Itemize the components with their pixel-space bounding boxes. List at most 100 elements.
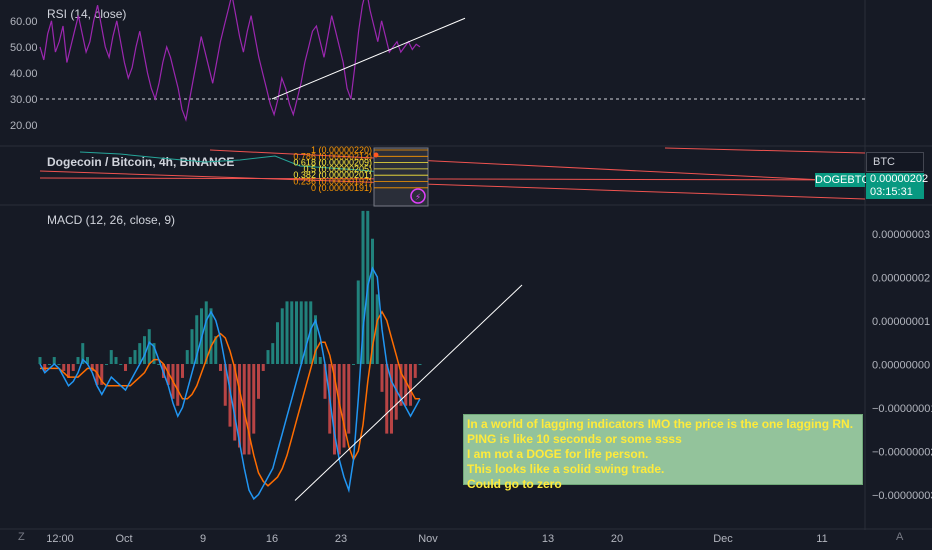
alert-icon[interactable] <box>410 188 426 204</box>
fib-level-label: 0 (0.00000191) <box>311 183 372 193</box>
macd-tick-label: 0.00000003 <box>872 229 930 241</box>
price-trendline[interactable] <box>664 147 866 154</box>
rsi-price-scale[interactable]: 60.00 50.00 40.00 30.00 20.00 <box>10 16 38 132</box>
histogram-bar <box>375 294 379 364</box>
time-tick-label: 11 <box>816 533 827 545</box>
time-tick-label: 20 <box>611 533 623 545</box>
rsi-title[interactable]: RSI (14, close) <box>47 7 126 21</box>
histogram-bar <box>394 364 398 420</box>
last-price: 0.00000202 <box>870 173 929 185</box>
fib-anchor-dot[interactable] <box>373 152 379 158</box>
histogram-bar <box>252 364 256 434</box>
histogram-bar <box>290 301 294 364</box>
histogram-bar <box>223 364 227 406</box>
histogram-bar <box>214 336 218 364</box>
note-line: This looks like a solid swing trade. <box>467 462 665 476</box>
fib-levels[interactable]: 1 (0.00000220)0.786 (0.00000213)0.618 (0… <box>293 145 428 193</box>
histogram-bar <box>109 350 113 364</box>
macd-title[interactable]: MACD (12, 26, close, 9) <box>47 213 175 227</box>
last-price-label: 0.00000202 03:15:31 <box>866 173 929 199</box>
histogram-bar <box>304 301 308 364</box>
rsi-tick-label: 30.00 <box>10 94 38 106</box>
histogram-bar <box>276 322 279 364</box>
rsi-tick-label: 60.00 <box>10 16 38 28</box>
histogram-bar <box>228 364 232 427</box>
signal-line <box>40 310 420 487</box>
histogram-bar <box>62 364 66 371</box>
price-trendline[interactable] <box>39 170 866 200</box>
histogram-bar <box>48 364 51 365</box>
rsi-line <box>39 0 421 123</box>
rsi-trendline[interactable] <box>271 17 466 100</box>
macd-line <box>39 266 421 501</box>
time-tick-label: Dec <box>713 533 733 545</box>
time-tick-label: Nov <box>418 533 438 545</box>
histogram-bar <box>323 364 327 399</box>
auto-scale-button[interactable]: A <box>896 531 904 543</box>
histogram-bar <box>76 357 80 364</box>
histogram-bar <box>418 364 422 365</box>
histogram-bar <box>195 315 199 364</box>
histogram-bar <box>280 308 284 364</box>
bar-countdown: 03:15:31 <box>870 186 913 198</box>
histogram-bar <box>204 301 208 364</box>
histogram-bar <box>67 364 70 378</box>
histogram-bar <box>143 336 146 364</box>
fib-level-label: 0.786 (0.00000213) <box>293 151 372 161</box>
histogram-bar <box>95 364 99 385</box>
time-tick-label: 23 <box>335 533 347 545</box>
histogram-bar <box>299 301 303 364</box>
histogram-bar <box>352 364 355 365</box>
macd-tick-label: −0.00000002 <box>872 447 932 459</box>
note-line: I am not a DOGE for life person. <box>467 447 649 461</box>
histogram-bar <box>233 364 237 441</box>
macd-tick-label: 0.00000002 <box>872 273 930 285</box>
histogram-bar <box>114 357 118 364</box>
time-scale[interactable]: 12:00 Oct 9 16 23 Nov 13 20 Dec 11 <box>46 533 827 545</box>
macd-trendline[interactable] <box>294 284 523 501</box>
histogram-bar <box>81 343 85 364</box>
note-line: In a world of lagging indicators IMO the… <box>467 417 854 431</box>
time-tick-label: 16 <box>266 533 278 545</box>
text-note[interactable]: In a world of lagging indicators IMO the… <box>463 414 863 491</box>
histogram-bar <box>266 350 270 364</box>
macd-price-scale[interactable]: 0.00000003 0.00000002 0.00000001 0.00000000… <box>872 229 932 502</box>
note-line: Could go to zero <box>467 477 562 491</box>
histogram-bar <box>119 364 123 365</box>
note-line: PING is like 10 seconds or some ssss <box>467 432 682 446</box>
time-tick-label: Oct <box>115 533 132 545</box>
price-trendline[interactable] <box>39 177 866 181</box>
histogram-bar <box>166 364 170 385</box>
fib-level-label: 1 (0.00000220) <box>311 145 372 155</box>
time-tick-label: 13 <box>542 533 554 545</box>
histogram-bar <box>318 357 322 364</box>
histogram-bar <box>356 280 360 364</box>
histogram-bar <box>124 364 127 371</box>
fib-level-label: 0.5 (0.00000205) <box>303 164 372 174</box>
time-tick-label: 9 <box>200 533 206 545</box>
symbol-badge[interactable]: BTC <box>866 152 924 172</box>
histogram-bar <box>52 357 56 364</box>
histogram-bar <box>238 364 241 448</box>
histogram-bar <box>309 301 313 364</box>
zoom-button[interactable]: Z <box>18 531 25 543</box>
price-trendline[interactable] <box>209 149 866 183</box>
histogram-bar <box>219 364 222 371</box>
histogram-bar <box>100 364 104 385</box>
histogram-bar <box>257 364 260 399</box>
fib-retracement-box[interactable] <box>373 147 429 207</box>
histogram-bar <box>176 364 180 406</box>
macd-tick-label: 0.00000001 <box>872 316 930 328</box>
histogram-bar <box>399 364 403 406</box>
fib-level-label: 0.236 (0.00000197) <box>293 177 372 187</box>
symbol-price-tag: DOGEBTC <box>815 173 870 187</box>
macd-tick-label: 0.00000000 <box>872 360 930 372</box>
histogram-bar <box>209 308 213 364</box>
histogram-bar <box>404 364 408 406</box>
fib-level-label: 0.382 (0.00000201) <box>293 170 372 180</box>
histogram-bar <box>133 350 137 364</box>
histogram-bar <box>71 364 75 371</box>
macd-tick-label: −0.00000001 <box>872 403 932 415</box>
histogram-bar <box>181 364 184 378</box>
price-pane-title[interactable]: Dogecoin / Bitcoin, 4h, BINANCE <box>47 155 234 169</box>
